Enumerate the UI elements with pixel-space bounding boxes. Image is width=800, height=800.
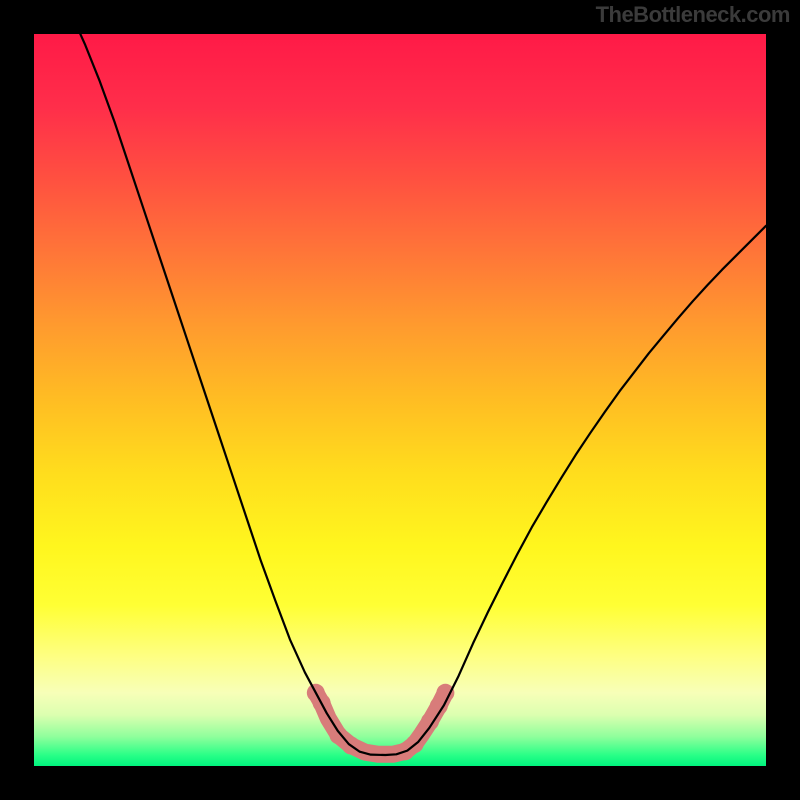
watermark-text: TheBottleneck.com [596, 2, 790, 28]
outer-frame: TheBottleneck.com [0, 0, 800, 800]
chart-svg [34, 34, 766, 766]
chart-area [34, 34, 766, 766]
